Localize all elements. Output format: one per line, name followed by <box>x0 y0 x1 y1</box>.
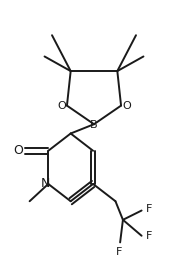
Text: O: O <box>14 144 23 157</box>
Text: F: F <box>146 231 152 241</box>
Text: B: B <box>90 120 98 130</box>
Text: F: F <box>116 247 122 257</box>
Text: O: O <box>122 101 131 111</box>
Text: O: O <box>57 101 66 111</box>
Text: F: F <box>146 204 152 214</box>
Text: N: N <box>41 178 50 190</box>
